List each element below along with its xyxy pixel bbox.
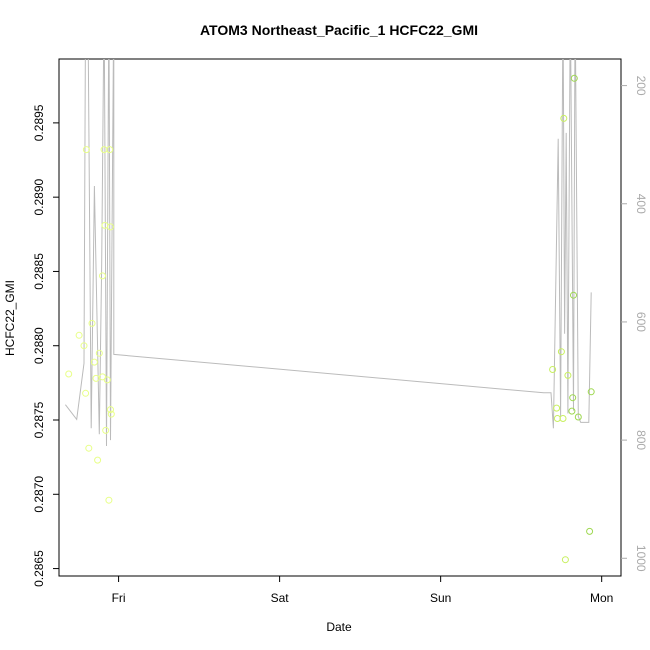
data-point [107,406,114,414]
y-tick-label: 0.2865 [32,550,46,587]
data-point [106,146,114,154]
y-tick-label: 0.2870 [32,476,46,513]
data-point [570,74,578,82]
y-tick-label: 0.2880 [32,327,46,364]
x-tick-label: Mon [590,591,613,605]
data-point [574,413,582,421]
y-axis: 0.2865 0.2870 0.2875 0.2880 0.2885 0.2890 0.28… [32,104,59,587]
data-point [564,371,572,379]
y2-tick-label: 400 [634,194,648,214]
x-tick-label: Sun [430,591,451,605]
y2-tick-label: 200 [634,76,648,96]
x-tick-label: Sat [271,591,290,605]
data-point [65,370,73,378]
plot-frame [58,58,622,577]
data-point [561,556,569,564]
y-tick-label: 0.2875 [32,401,46,438]
x-axis-label: Date [326,620,352,634]
data-point [103,376,111,384]
data-point [105,496,113,504]
data-point [95,349,103,357]
data-points [65,74,595,564]
data-point [80,342,88,350]
x-axis: Fri Sat Sun Mon [112,576,613,605]
altitude-line [65,59,592,447]
y-tick-label: 0.2885 [32,253,46,290]
chart-title: ATOM3 Northeast_Pacific_1 HCFC22_GMI [200,22,478,38]
altitude-line-path [65,59,592,447]
data-point [85,444,93,452]
data-point [549,366,557,373]
data-point [107,223,114,231]
x-tick-label: Fri [112,591,126,605]
y-tick-label: 0.2890 [32,178,46,215]
data-point [560,114,568,122]
y2-tick-label: 800 [634,430,648,450]
y-axis-label: HCFC22_GMI [3,280,17,356]
data-point [99,272,106,280]
data-point [587,388,595,396]
data-point [102,426,110,434]
data-point [107,410,115,418]
data-point [90,358,98,366]
data-point [557,348,565,356]
data-point [92,374,100,382]
data-point [553,404,561,412]
y2-tick-label: 1000 [634,545,648,572]
data-point [570,291,577,299]
y2-tick-label: 600 [634,312,648,332]
data-point [568,407,576,415]
data-point [94,456,102,464]
data-point [82,389,90,397]
data-point [75,331,83,339]
y-axis-right: 200 400 600 800 1000 [621,76,648,572]
data-point [586,527,594,535]
data-point [569,394,577,402]
y-tick-label: 0.2895 [32,104,46,141]
data-point [559,415,567,422]
data-point [82,146,90,154]
data-point [88,319,96,327]
